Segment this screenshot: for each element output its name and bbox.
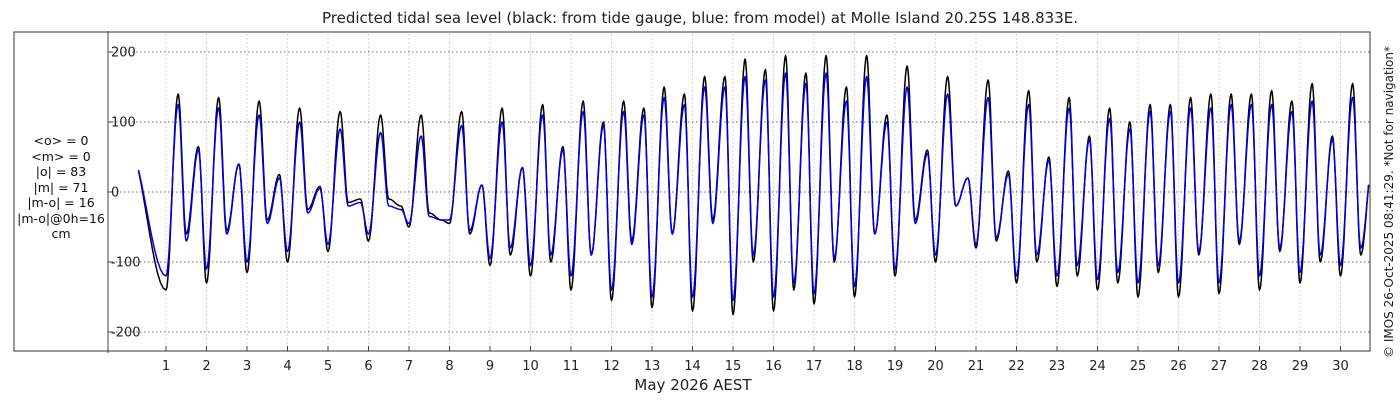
stat-abs-diff: |m-o| = 16 (27, 195, 95, 210)
x-tick-label: 7 (405, 359, 413, 374)
grid (108, 34, 1370, 351)
x-tick-label: 9 (486, 359, 494, 374)
x-axis-label: May 2026 AEST (634, 376, 752, 394)
x-tick-label: 18 (846, 359, 863, 374)
stat-abs-diff-0h: |m-o|@0h=16 (17, 210, 105, 226)
x-tick-label: 6 (364, 359, 372, 374)
x-tick-label: 2 (202, 359, 210, 374)
series-line-model (137, 72, 1370, 302)
x-tick-label: 14 (684, 359, 701, 374)
x-tick-label: 17 (806, 359, 823, 374)
copyright-notice: © IMOS 26-Oct-2025 08:41:29. *Not for na… (1382, 46, 1396, 358)
x-tick-label: 30 (1332, 359, 1349, 374)
x-tick-label: 5 (324, 359, 332, 374)
x-tick-label: 29 (1292, 359, 1309, 374)
x-tick-label: 19 (887, 359, 904, 374)
stat-mean-model: <m> = 0 (31, 148, 91, 164)
x-tick-label: 24 (1089, 359, 1106, 374)
x-tick-label: 1 (162, 359, 170, 374)
x-tick-label: 23 (1049, 359, 1066, 374)
y-tick-label: -200 (111, 326, 141, 341)
x-tick-label: 21 (968, 359, 985, 374)
x-tick-label: 4 (283, 359, 291, 374)
x-tick-label: 10 (522, 359, 539, 374)
x-tick-label: 16 (765, 359, 782, 374)
x-tick-label: 8 (445, 359, 453, 374)
x-tick-label: 20 (927, 359, 944, 374)
x-tick-label: 22 (1008, 359, 1025, 374)
x-tick-label: 27 (1211, 359, 1228, 374)
x-tick-label: 12 (603, 359, 620, 374)
stats-panel: <o> = 0 <m> = 0 |o| = 83 |m| = 71 |m-o| … (14, 133, 108, 242)
x-tick-label: 13 (644, 359, 661, 374)
series-group (137, 54, 1370, 316)
axes: 1 2 3 4 5 6 7 8 9 10 11 12 13 14 15 16 17 18 19 20 21 22 23 24 2… (107, 31, 1349, 374)
y-tick-label: 200 (111, 46, 136, 61)
y-tick-label: 0 (111, 186, 119, 201)
x-tick-label: 3 (243, 359, 251, 374)
stat-abs-model: |m| = 71 (33, 179, 89, 195)
stat-abs-observed: |o| = 83 (35, 164, 87, 179)
stat-unit: cm (51, 226, 71, 241)
chart-title: Predicted tidal sea level (black: from t… (322, 9, 1078, 27)
y-tick-label: -100 (111, 256, 141, 271)
x-tick-label: 28 (1251, 359, 1268, 374)
y-tick-label: 100 (111, 116, 136, 131)
x-tick-label: 26 (1170, 359, 1187, 374)
x-tick-label: 25 (1130, 359, 1147, 374)
x-tick-label: 11 (563, 359, 580, 374)
x-tick-label: 15 (725, 359, 742, 374)
stat-mean-observed: <o> = 0 (33, 133, 89, 148)
